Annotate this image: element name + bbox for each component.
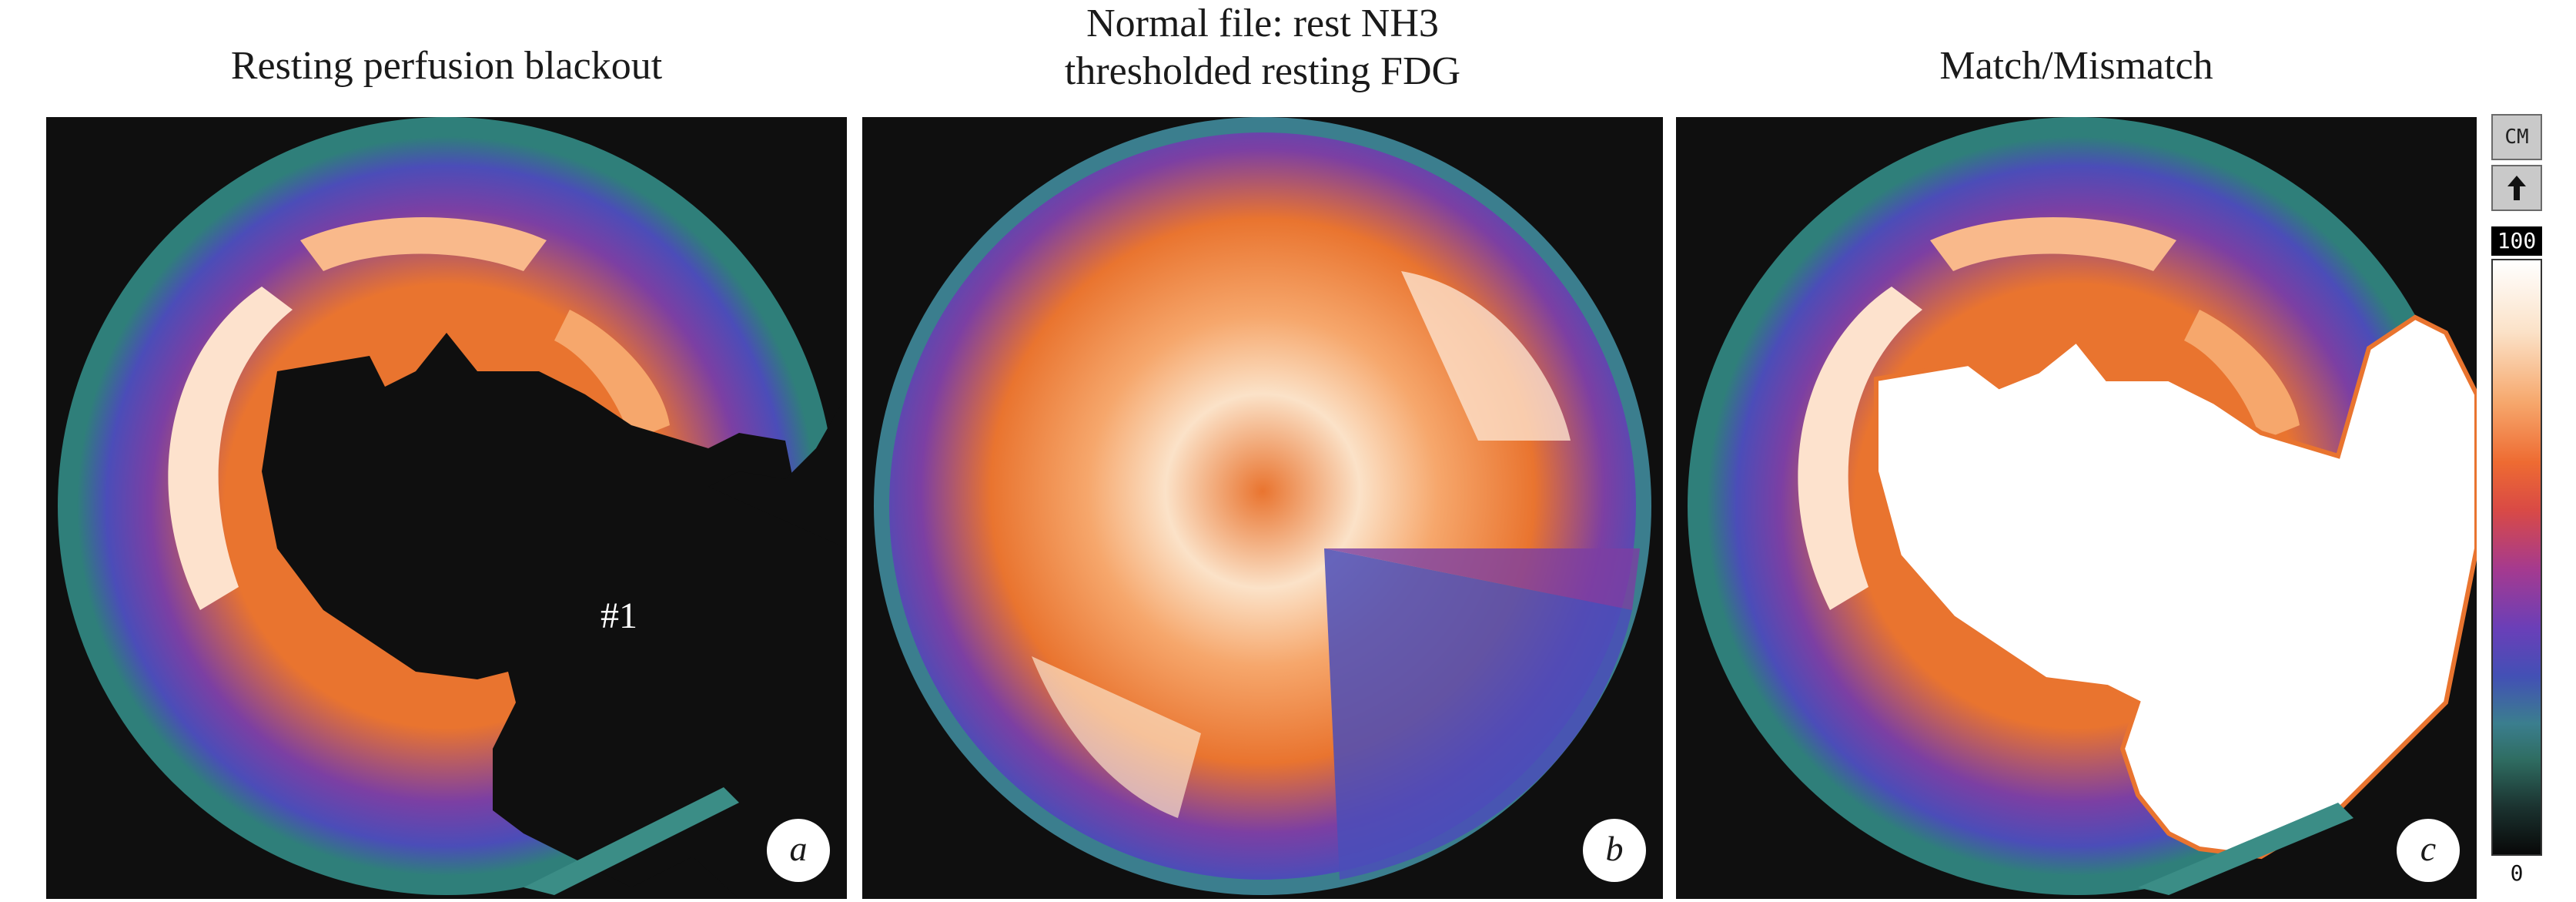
panel-badge-a: a [767, 819, 830, 882]
panel-badge-b: b [1583, 819, 1646, 882]
polar-map-a-image [58, 117, 847, 899]
colormap-button[interactable]: CM [2491, 114, 2542, 160]
polar-map-panel-b: b [862, 117, 1663, 899]
polar-map-c-image [1688, 117, 2477, 895]
panel-b-title: Normal file: rest NH3 thresholded restin… [1064, 2, 1461, 93]
polar-map-panel-c: c [1676, 117, 2477, 899]
polar-map-b-image [874, 117, 1651, 895]
scale-min-label: 0 [2510, 860, 2524, 886]
scale-max-label: 100 [2491, 226, 2542, 256]
polar-map-panel-a: #1 a [46, 117, 847, 899]
color-scale: CM 100 0 [2490, 114, 2547, 902]
up-arrow-icon [2505, 176, 2528, 209]
region-label: #1 [601, 595, 637, 636]
panel-badge-c: c [2397, 819, 2460, 882]
color-scale-bar [2491, 259, 2542, 856]
panel-a-title: Resting perfusion blackout [230, 44, 663, 88]
up-arrow-button[interactable] [2491, 165, 2542, 211]
panel-c-title: Match/Mismatch [1939, 44, 2213, 88]
